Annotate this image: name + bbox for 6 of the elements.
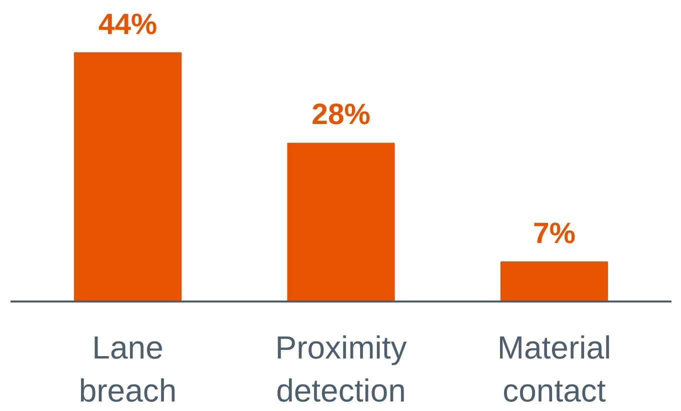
data-label: 7%: [533, 216, 576, 250]
x-tick-label: Proximity detection: [275, 330, 407, 409]
x-tick-label: Lane breach: [78, 330, 177, 409]
data-label: 44%: [98, 8, 158, 41]
x-tick-label: Material contact: [497, 330, 612, 409]
data-label: 28%: [312, 98, 370, 132]
